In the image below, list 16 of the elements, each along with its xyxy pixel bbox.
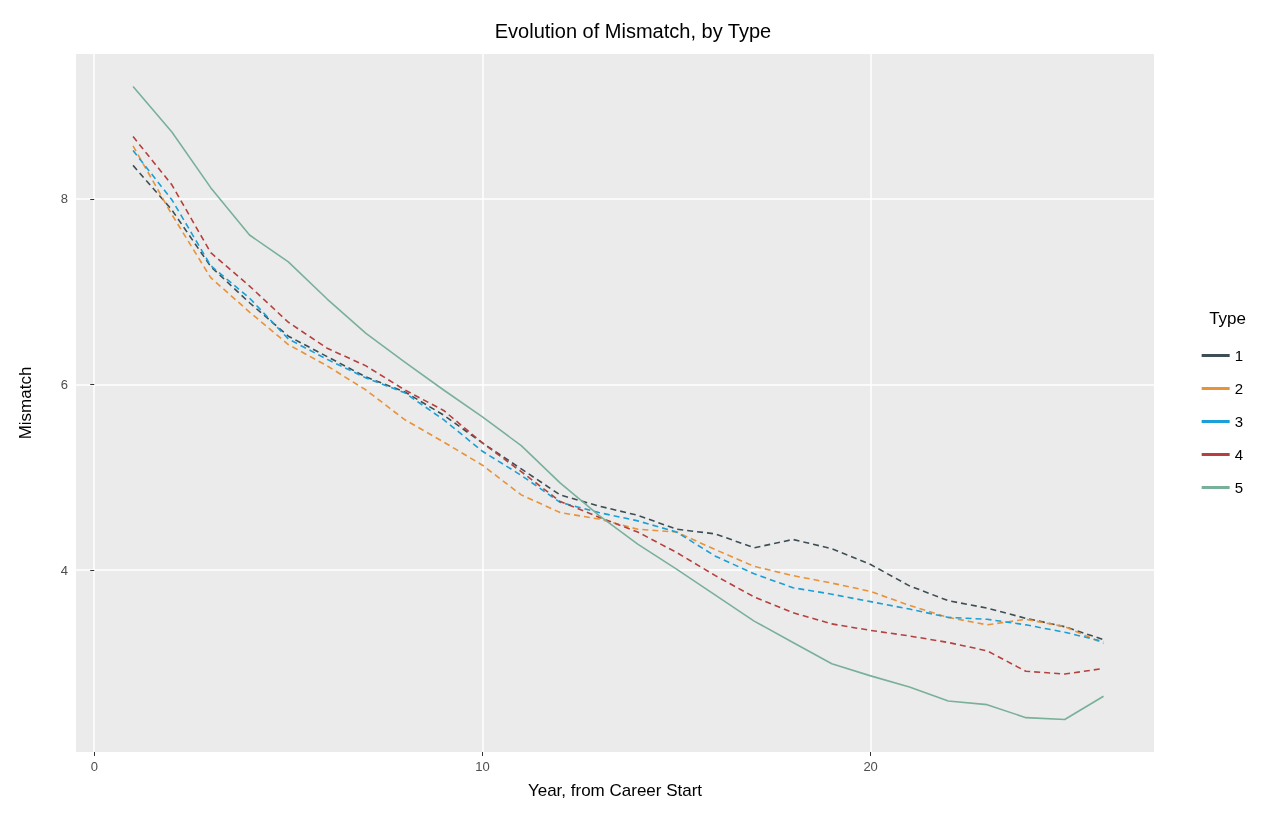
legend-title: Type [1209,309,1246,328]
legend-label: 1 [1234,347,1243,364]
x-tick-label: 20 [863,759,878,774]
y-tick-label: 8 [60,191,68,207]
x-axis-title: Year, from Career Start [527,781,703,800]
x-tick-label: 0 [90,759,98,774]
chart-title: Evolution of Mismatch, by Type [494,20,772,42]
legend-label: 5 [1234,479,1243,496]
x-tick-label: 10 [475,759,490,774]
legend-label: 2 [1234,380,1243,397]
line-series [132,85,1105,721]
y-tick-label: 6 [60,376,68,392]
y-tick-label: 4 [60,562,68,578]
legend-label: 3 [1234,413,1243,430]
y-axis-title: Mismatch [16,366,35,440]
legend-label: 4 [1234,446,1243,463]
